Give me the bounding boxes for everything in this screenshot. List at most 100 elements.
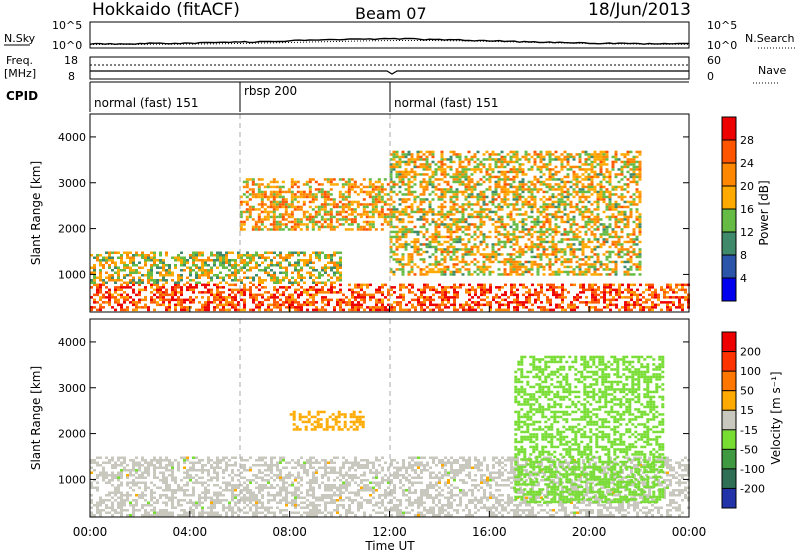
scatter-cell: [515, 170, 519, 174]
scatter-cell: [204, 291, 207, 294]
scatter-cell: [309, 301, 312, 304]
scatter-cell: [264, 251, 267, 254]
scatter-cell: [410, 160, 414, 164]
scatter-cell: [381, 306, 384, 309]
scatter-cell: [587, 210, 591, 214]
scatter-cell: [515, 198, 519, 201]
scatter-cell: [120, 504, 123, 507]
scatter-cell: [90, 286, 93, 289]
scatter-cell: [378, 291, 381, 294]
scatter-cell: [117, 471, 120, 474]
scatter-cell: [425, 245, 429, 249]
scatter-cell: [260, 178, 264, 181]
scatter-cell: [599, 190, 603, 194]
scatter-cell: [584, 223, 588, 226]
scatter-cell: [621, 306, 624, 309]
scatter-cell: [294, 279, 297, 282]
scatter-cell: [627, 288, 630, 292]
scatter-cell: [513, 306, 516, 309]
scatter-cell: [99, 509, 102, 512]
scatter-cell: [635, 150, 639, 154]
scatter-cell: [440, 273, 444, 276]
scatter-cell: [407, 170, 411, 174]
scatter-cell: [207, 298, 210, 302]
scatter-cell: [393, 306, 396, 309]
scatter-cell: [452, 208, 456, 211]
scatter-cell: [485, 158, 489, 161]
scatter-cell: [216, 256, 219, 259]
scatter-cell: [479, 230, 483, 234]
scatter-cell: [548, 213, 552, 216]
scatter-cell: [603, 291, 606, 294]
scatter-cell: [371, 198, 375, 201]
scatter-cell: [401, 220, 405, 224]
scatter-cell: [314, 198, 318, 201]
scatter-cell: [147, 254, 150, 257]
scatter-cell: [389, 215, 393, 219]
scatter-cell: [611, 203, 615, 206]
scatter-cell: [473, 185, 477, 189]
scatter-cell: [123, 291, 126, 294]
scatter-cell: [308, 188, 312, 191]
scatter-cell: [557, 193, 561, 196]
scatter-cell: [360, 288, 363, 292]
scatter-cell: [549, 303, 552, 307]
scatter-cell: [291, 296, 294, 299]
scatter-cell: [293, 220, 297, 224]
scatter-cell: [422, 225, 426, 229]
scatter-cell: [489, 308, 492, 312]
scatter-cell: [309, 271, 312, 274]
scatter-cell: [150, 283, 153, 287]
scatter-cell: [380, 215, 384, 219]
scatter-cell: [503, 158, 507, 161]
scatter-cell: [375, 301, 378, 304]
scatter-cell: [252, 279, 255, 282]
scatter-cell: [608, 183, 612, 186]
scatter-cell: [294, 281, 297, 284]
scatter-cell: [554, 218, 558, 221]
scatter-cell: [264, 308, 267, 312]
scatter-cell: [539, 253, 543, 256]
scatter-cell: [350, 183, 354, 186]
scatter-cell: [569, 225, 573, 229]
scatter-cell: [189, 266, 192, 269]
scatter-cell: [177, 303, 180, 307]
scatter-cell: [422, 215, 426, 219]
scatter-cell: [488, 188, 492, 191]
scatter-cell: [575, 185, 579, 189]
scatter-cell: [663, 301, 666, 304]
scatter-cell: [503, 160, 507, 164]
scatter-cell: [129, 266, 132, 269]
scatter-cell: [455, 173, 459, 176]
scatter-cell: [483, 283, 486, 287]
scatter-cell: [341, 210, 345, 214]
scatter-cell: [180, 261, 183, 264]
scatter-cell: [225, 308, 228, 312]
scatter-cell: [251, 228, 255, 231]
scatter-cell: [603, 293, 606, 297]
scatter-cell: [566, 273, 570, 276]
scatter-cell: [548, 183, 552, 186]
scatter-cell: [266, 205, 270, 209]
scatter-cell: [192, 264, 195, 267]
scatter-cell: [291, 306, 294, 309]
scatter-cell: [350, 223, 354, 226]
scatter-cell: [279, 298, 282, 302]
scatter-cell: [279, 256, 282, 259]
scatter-cell: [404, 208, 408, 211]
scatter-cell: [278, 223, 282, 226]
scatter-cell: [407, 253, 411, 256]
scatter-cell: [404, 163, 408, 166]
scatter-cell: [195, 274, 198, 277]
scatter-cell: [231, 301, 234, 304]
scatter-cell: [246, 256, 249, 259]
scatter-cell: [617, 173, 621, 176]
scatter-cell: [150, 259, 153, 262]
scatter-cell: [590, 193, 594, 196]
scatter-cell: [503, 228, 507, 231]
scatter-cell: [464, 245, 468, 249]
scatter-cell: [237, 303, 240, 307]
scatter-cell: [590, 233, 594, 236]
noise-right-tick-bottom: 10^0: [707, 39, 737, 52]
scatter-cell: [168, 274, 171, 277]
